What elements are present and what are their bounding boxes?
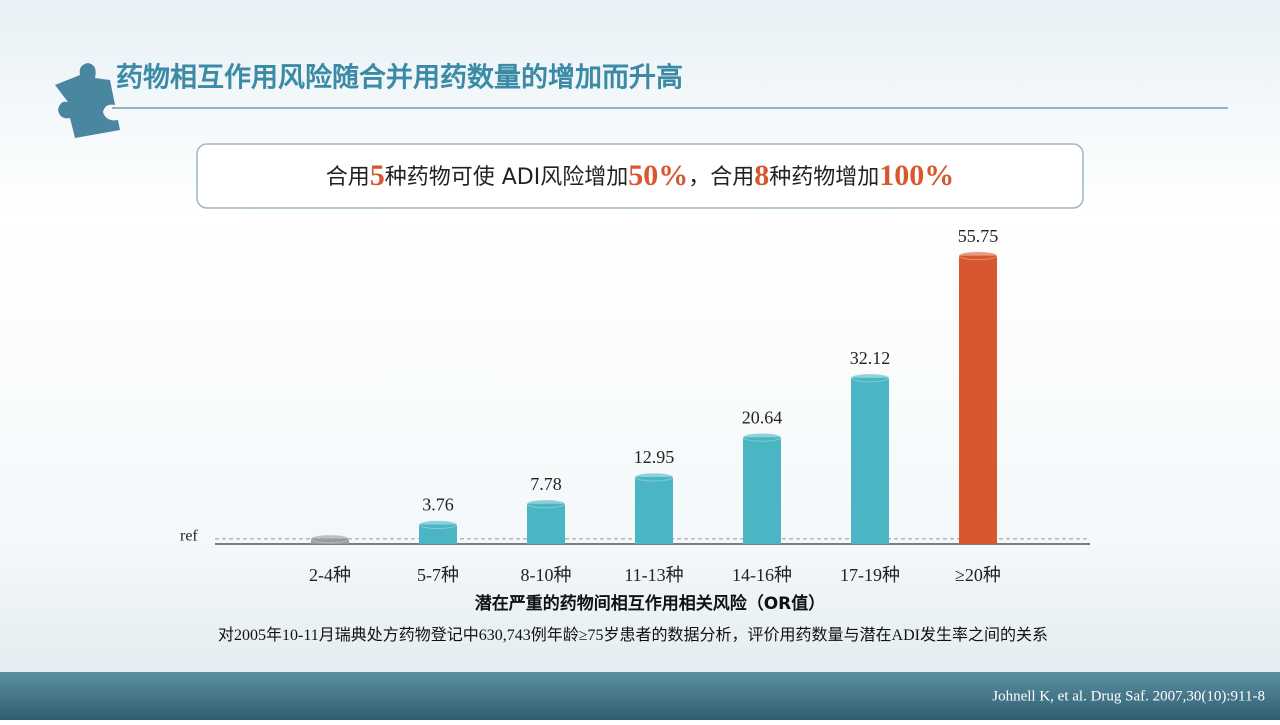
bar-cap <box>526 499 566 509</box>
bar <box>743 437 781 544</box>
x-tick-label: 5-7种 <box>417 565 459 585</box>
callout-highlight: 100% <box>879 159 954 192</box>
value-label: 7.78 <box>530 474 562 494</box>
x-tick-label: 17-19种 <box>840 565 900 585</box>
bar <box>527 503 565 544</box>
bar-cap <box>310 534 350 544</box>
callout-highlight: 5 <box>370 159 385 192</box>
bar <box>419 524 457 544</box>
note: 对2005年10-11月瑞典处方药物登记中630,743例年龄≥75岁患者的数据… <box>218 627 1048 644</box>
bar <box>635 477 673 544</box>
bar-cap <box>418 520 458 530</box>
value-label: 55.75 <box>958 226 999 246</box>
callout-highlight: 50% <box>628 159 688 192</box>
value-label: 12.95 <box>634 447 675 467</box>
bar-cap <box>742 432 782 442</box>
bar-cap <box>958 251 998 261</box>
slide-title: 药物相互作用风险随合并用药数量的增加而升高 <box>116 62 683 94</box>
bar <box>851 377 889 544</box>
source: Johnell K, et al. Drug Saf. 2007,30(10):… <box>992 688 1265 704</box>
puzzle-icon <box>55 63 120 138</box>
bar-cap <box>634 472 674 482</box>
x-tick-label: ≥20种 <box>955 565 1001 585</box>
x-axis-title: 潜在严重的药物间相互作用相关风险（OR值） <box>475 593 826 614</box>
value-label: 20.64 <box>742 407 783 427</box>
x-tick-label: 8-10种 <box>521 565 572 585</box>
x-tick-label: 14-16种 <box>732 565 792 585</box>
reference-label: ref <box>180 527 198 544</box>
callout-text: ，合用 <box>688 165 754 190</box>
note-box: 对2005年10-11月瑞典处方药物登记中630,743例年龄≥75岁患者的数据… <box>218 627 1048 644</box>
x-tick-label: 11-13种 <box>624 565 683 585</box>
callout-text: 种药物可使 ADI风险增加 <box>385 165 628 190</box>
bar-cap <box>850 373 890 383</box>
callout-highlight: 8 <box>754 159 769 192</box>
value-label: 3.76 <box>422 495 454 515</box>
callout: 合用5种药物可使 ADI风险增加50%，合用8种药物增加100% <box>326 159 955 192</box>
bar <box>959 255 997 544</box>
x-tick-label: 2-4种 <box>309 565 351 585</box>
value-label: 32.12 <box>850 348 891 368</box>
callout-text: 合用 <box>326 165 370 190</box>
callout-box <box>196 143 1084 209</box>
footer-band <box>0 672 1280 720</box>
callout-text: 种药物增加 <box>769 165 879 190</box>
